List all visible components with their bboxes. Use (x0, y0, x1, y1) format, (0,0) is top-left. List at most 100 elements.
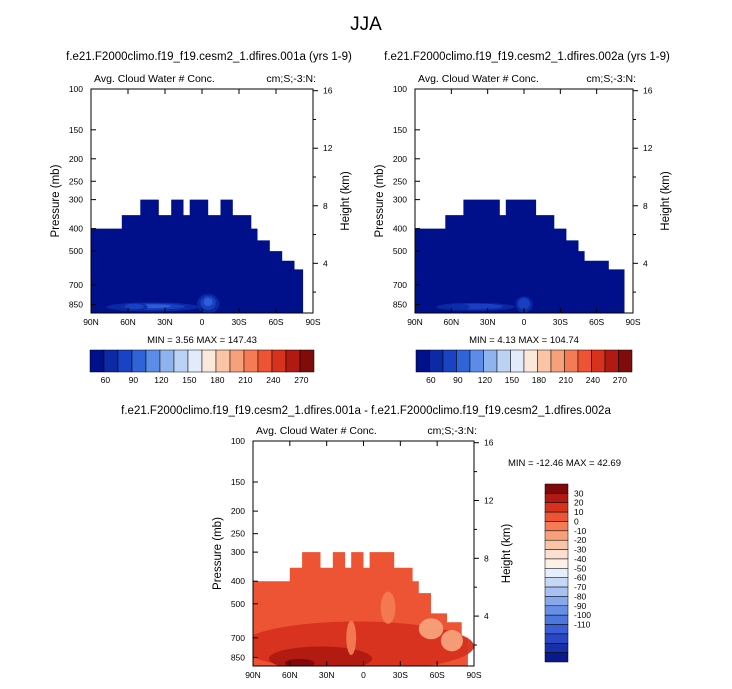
y-tick-label: 200 (393, 154, 407, 164)
colorbar-box (429, 349, 444, 373)
colorbar-box (544, 530, 569, 541)
y-tick-label: 300 (393, 195, 407, 205)
colorbar-label: -80 (574, 591, 587, 601)
colorbar-box (544, 549, 569, 560)
colorbar-label: 90 (453, 375, 463, 385)
colorbar-box (496, 349, 511, 373)
y2-tick-label: 12 (484, 496, 494, 506)
y-tick-label: 700 (393, 280, 407, 290)
y-tick-label: 300 (69, 195, 83, 205)
right-string: cm;S;-3:N: (427, 425, 477, 437)
stats-label: MIN = 4.13 MAX = 104.74 (469, 335, 579, 346)
colorbar-label: 10 (574, 507, 584, 517)
y2-tick-label: 4 (323, 258, 328, 268)
contour-blob-4 (440, 630, 463, 652)
x-tick-label: 0 (361, 670, 366, 680)
colorbar-label: 240 (266, 375, 280, 385)
colorbar-label: 210 (559, 375, 573, 385)
x-tick-label: 90S (466, 670, 481, 680)
colorbar-label: 120 (154, 375, 168, 385)
plot-fill-group (91, 199, 304, 313)
colorbar-label: 180 (210, 375, 224, 385)
y2-axis-title: Height (km) (501, 524, 513, 584)
colorbar-label: 210 (238, 375, 252, 385)
left-string: Avg. Cloud Water # Conc. (418, 73, 539, 85)
y-tick-label: 200 (231, 506, 245, 516)
y-tick-label: 500 (393, 246, 407, 256)
colorbar-box (117, 349, 133, 373)
y-tick-label: 850 (393, 299, 407, 309)
colorbar-label: 150 (505, 375, 519, 385)
colorbar-label: 180 (532, 375, 546, 385)
colorbar-label: -20 (574, 535, 587, 545)
contour-blob-1 (268, 646, 373, 666)
x-tick-label: 60S (430, 670, 445, 680)
y-tick-label: 400 (393, 224, 407, 234)
y-tick-label: 400 (231, 576, 245, 586)
colorbar-box (591, 349, 606, 373)
left-string: Avg. Cloud Water # Conc. (256, 425, 377, 437)
y-tick-label: 250 (231, 529, 245, 539)
colorbar-box (544, 558, 569, 569)
colorbar-box (257, 349, 273, 373)
colorbar-box (564, 349, 579, 373)
colorbar-box (187, 349, 203, 373)
colorbar-box (544, 624, 569, 635)
x-tick-label: 30N (319, 670, 335, 680)
colorbar-box (618, 349, 633, 373)
contour-blob-5 (380, 591, 396, 624)
x-tick-label: 60N (120, 317, 136, 327)
colorbar-label: 120 (478, 375, 492, 385)
data-region-fill (91, 199, 304, 313)
colorbar-box (159, 349, 175, 373)
colorbar-label: 20 (574, 498, 584, 508)
panel-title: f.e21.F2000climo.f19_f19.cesm2_1.dfires.… (66, 51, 352, 63)
x-tick-label: 30N (480, 317, 496, 327)
y-tick-label: 150 (231, 477, 245, 487)
x-tick-label: 90N (83, 317, 99, 327)
colorbar-label: -50 (574, 563, 587, 573)
y-tick-label: 850 (69, 299, 83, 309)
colorbar-label: 90 (129, 375, 139, 385)
colorbar-box (523, 349, 538, 373)
x-tick-label: 90S (625, 317, 640, 327)
colorbar-box (544, 605, 569, 616)
x-tick-label: 60N (444, 317, 460, 327)
x-tick-label: 30S (231, 317, 246, 327)
contour-blob-6 (346, 620, 357, 656)
contour-blob-2-1 (445, 303, 470, 311)
page-title: JJA (350, 14, 382, 35)
x-tick-label: 30S (553, 317, 568, 327)
x-tick-label: 30S (393, 670, 408, 680)
y-tick-label: 250 (393, 176, 407, 186)
colorbar-box (544, 586, 569, 597)
colorbar-label: -70 (574, 582, 587, 592)
contour-blob-2 (284, 658, 315, 666)
colorbar-box (456, 349, 471, 373)
colorbar-label: 30 (574, 488, 584, 498)
colorbar-box (89, 349, 105, 373)
colorbar-label: 270 (613, 375, 627, 385)
colorbar-label: 60 (101, 375, 111, 385)
x-tick-label: 0 (522, 317, 527, 327)
stats-label: MIN = -12.46 MAX = 42.69 (508, 458, 621, 469)
right-string: cm;S;-3:N: (266, 73, 316, 85)
colorbar-label: -100 (574, 610, 591, 620)
data-region-fill (415, 199, 625, 313)
plot-fill-group (253, 552, 474, 666)
colorbar-label: 60 (426, 375, 436, 385)
chart-panel_diff: 90N 60N 30N 0 30S 60S 90S100150200250300400500… (121, 405, 621, 680)
y-tick-label: 850 (231, 652, 245, 662)
x-tick-label: 90N (245, 670, 261, 680)
right-string: cm;S;-3:N: (586, 73, 636, 85)
y-tick-label: 500 (231, 599, 245, 609)
panel-title: f.e21.F2000climo.f19_f19.cesm2_1.dfires.… (384, 51, 670, 63)
colorbar-box (544, 652, 569, 663)
y-axis-title: Pressure (mb) (212, 517, 224, 590)
stats-label: MIN = 3.56 MAX = 147.43 (147, 335, 257, 346)
y2-tick-label: 8 (323, 201, 328, 211)
x-tick-label: 60S (268, 317, 283, 327)
colorbar-box (604, 349, 619, 373)
colorbar-box (544, 614, 569, 625)
y-tick-label: 200 (69, 154, 83, 164)
